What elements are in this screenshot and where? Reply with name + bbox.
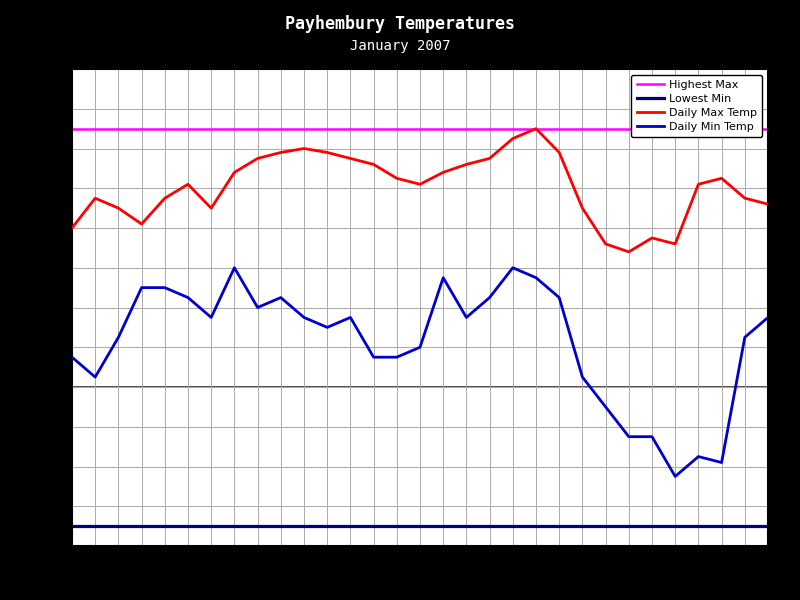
Daily Min Temp [346,314,355,321]
Daily Max Temp [90,194,100,202]
Daily Max Temp [508,135,518,142]
Daily Min Temp [114,334,123,341]
Daily Min Temp [160,284,170,291]
Daily Min Temp [694,453,703,460]
Daily Max Temp [160,194,170,202]
Daily Max Temp [485,155,494,162]
Daily Min Temp [183,294,193,301]
Daily Max Temp [67,224,77,232]
Daily Max Temp [438,169,448,176]
Daily Min Temp [276,294,286,301]
Daily Max Temp [763,200,773,208]
Text: Payhembury Temperatures: Payhembury Temperatures [285,15,515,33]
Daily Max Temp [415,181,425,188]
Daily Max Temp [299,145,309,152]
Daily Max Temp [554,149,564,156]
Daily Min Temp [206,314,216,321]
Daily Max Temp [183,181,193,188]
Daily Min Temp [508,264,518,271]
Daily Max Temp [647,235,657,242]
Highest Max [67,125,77,132]
Daily Min Temp [717,459,726,466]
Daily Max Temp [717,175,726,182]
Daily Max Temp [253,155,262,162]
Daily Max Temp [230,169,239,176]
Daily Max Temp [462,161,471,168]
Daily Min Temp [415,344,425,351]
Daily Min Temp [647,433,657,440]
Daily Max Temp [206,205,216,212]
Daily Min Temp [392,353,402,361]
Daily Min Temp [624,433,634,440]
Daily Min Temp [578,373,587,380]
Daily Min Temp [763,314,773,321]
Daily Min Temp [554,294,564,301]
Daily Min Temp [67,353,77,361]
Daily Max Temp [346,155,355,162]
Daily Min Temp [485,294,494,301]
Daily Max Temp [740,194,750,202]
Daily Min Temp [369,353,378,361]
Daily Min Temp [299,314,309,321]
Daily Max Temp [392,175,402,182]
Daily Min Temp [601,403,610,410]
Daily Max Temp [322,149,332,156]
Daily Min Temp [322,324,332,331]
Lowest Min [44,523,54,530]
Lowest Min [67,523,77,530]
Daily Max Temp [578,205,587,212]
Daily Min Temp [230,264,239,271]
Line: Daily Min Temp: Daily Min Temp [72,268,768,476]
Daily Max Temp [624,248,634,256]
Daily Max Temp [369,161,378,168]
Daily Max Temp [114,205,123,212]
Daily Max Temp [531,125,541,132]
Daily Min Temp [137,284,146,291]
Highest Max [44,125,54,132]
Daily Min Temp [740,334,750,341]
Daily Min Temp [531,274,541,281]
Daily Min Temp [670,473,680,480]
Legend: Highest Max, Lowest Min, Daily Max Temp, Daily Min Temp: Highest Max, Lowest Min, Daily Max Temp,… [631,74,762,137]
Daily Min Temp [462,314,471,321]
Daily Min Temp [253,304,262,311]
Daily Max Temp [601,240,610,247]
Daily Max Temp [137,220,146,227]
Daily Max Temp [276,149,286,156]
Daily Min Temp [90,373,100,380]
Line: Daily Max Temp: Daily Max Temp [72,128,768,252]
Daily Max Temp [670,240,680,247]
Text: January 2007: January 2007 [350,39,450,53]
Daily Min Temp [438,274,448,281]
Daily Max Temp [694,181,703,188]
